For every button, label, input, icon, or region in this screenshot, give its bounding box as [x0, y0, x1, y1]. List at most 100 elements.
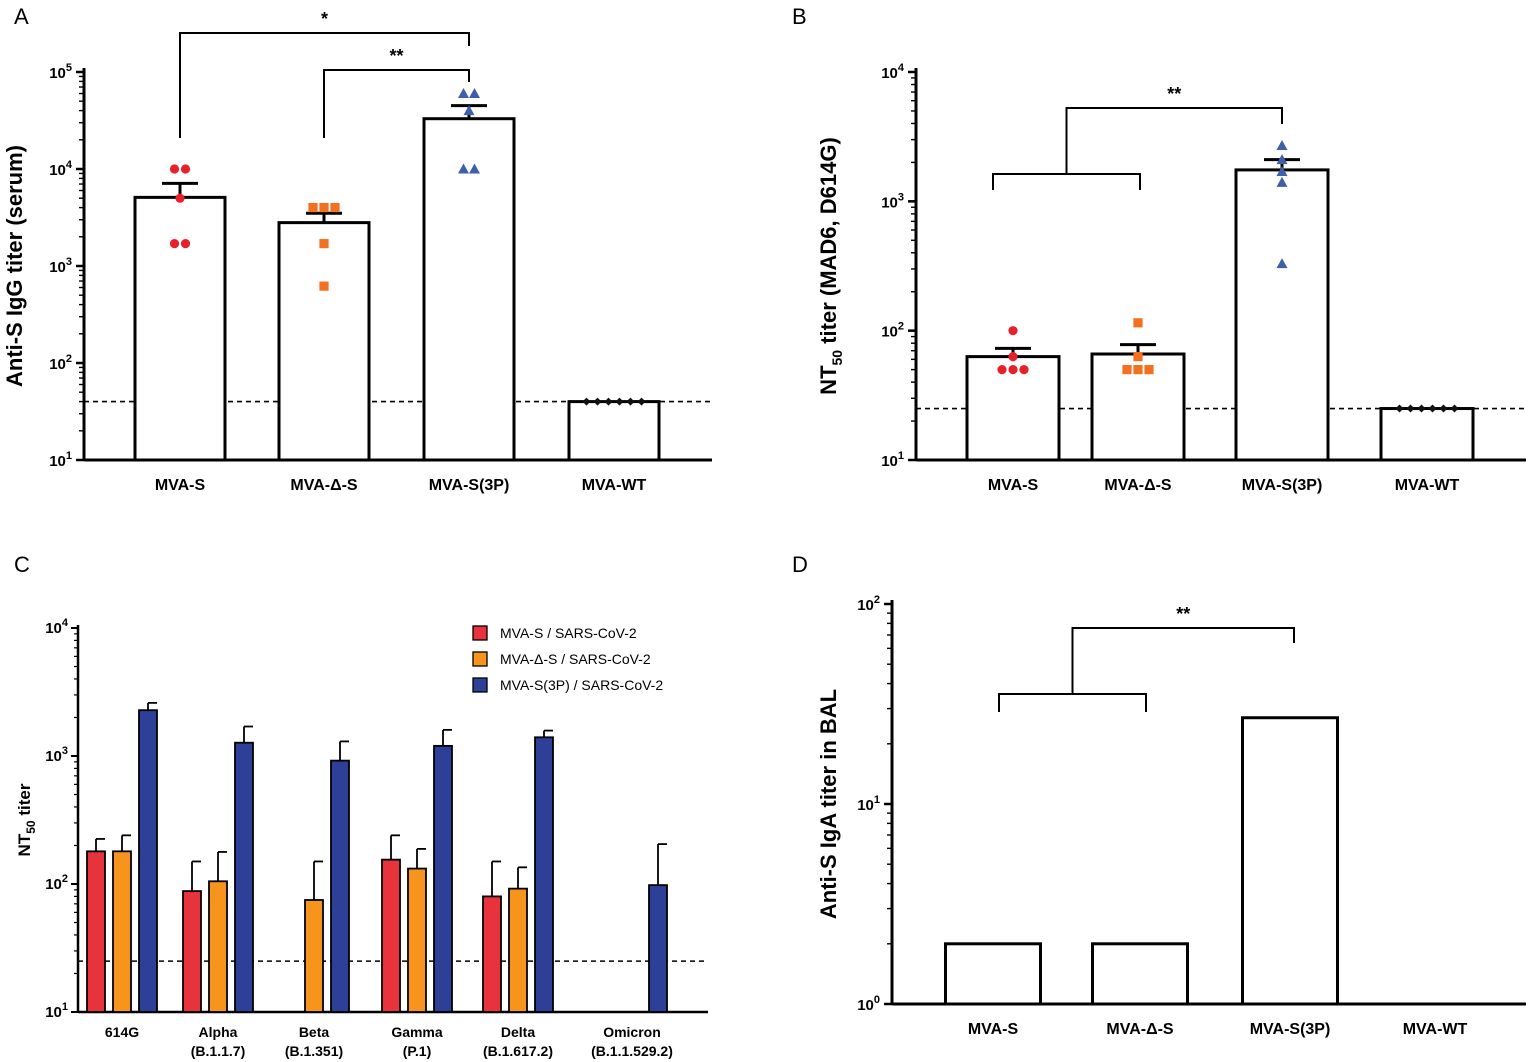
- bar: [422, 117, 516, 462]
- data-point: [180, 164, 191, 174]
- data-point: [1008, 326, 1018, 336]
- bar: [508, 887, 528, 1013]
- data-point: [330, 203, 340, 213]
- significance-bracket: [323, 69, 470, 138]
- data-point: [469, 163, 480, 174]
- data-point: [458, 163, 469, 174]
- y-axis-label: NT50 titer: [15, 783, 38, 856]
- bar: [1091, 942, 1189, 1006]
- y-tick-label: 103: [49, 256, 72, 276]
- significance-label: *: [321, 9, 328, 29]
- data-point: [1417, 404, 1426, 413]
- bar: [1234, 168, 1330, 462]
- data-point: [319, 239, 329, 249]
- x-category-label: MVA-S(3P): [429, 477, 510, 494]
- x-category-label: MVA-S: [155, 477, 206, 494]
- x-category-label: MVA-WT: [1395, 477, 1460, 494]
- bar: [433, 744, 453, 1013]
- legend-label: MVA-S(3P) / SARS-CoV-2: [500, 677, 663, 693]
- significance-bracket: [1065, 107, 1283, 174]
- data-point: [582, 397, 591, 406]
- data-point: [1450, 404, 1459, 413]
- x-category-label: MVA-Δ-S: [1104, 477, 1172, 494]
- legend-swatch: [472, 677, 488, 693]
- data-point: [469, 88, 480, 99]
- bar: [381, 858, 401, 1013]
- data-point: [1276, 140, 1288, 151]
- data-point: [319, 203, 329, 213]
- bar: [567, 400, 661, 462]
- x-category-label: MVA-S(3P): [1250, 1021, 1331, 1038]
- data-point: [1395, 404, 1404, 413]
- y-tick-label: 101: [857, 794, 880, 814]
- x-category-label: Alpha: [199, 1024, 238, 1040]
- data-point: [1276, 166, 1288, 177]
- y-tick-label: 104: [49, 159, 73, 179]
- bar: [304, 899, 324, 1013]
- data-point: [319, 281, 329, 291]
- legend-label: MVA-Δ-S / SARS-CoV-2: [500, 651, 651, 667]
- y-tick-label: 100: [857, 994, 880, 1014]
- panel-c: C 101 102 103 104 NT50 titer 614G Alpha (B.1.1.7…: [14, 552, 708, 1059]
- data-point: [180, 239, 191, 249]
- data-point: [1133, 352, 1143, 362]
- panel-letter: D: [792, 552, 808, 577]
- x-category-label: Beta: [299, 1024, 330, 1040]
- bar: [1379, 407, 1475, 462]
- data-point: [626, 397, 635, 406]
- x-category-label: MVA-WT: [582, 477, 647, 494]
- x-category-label: Omicron: [603, 1024, 661, 1040]
- bar: [277, 221, 371, 462]
- x-category-label: MVA-S: [968, 1021, 1019, 1038]
- significance-label: **: [389, 46, 403, 66]
- data-point: [637, 397, 646, 406]
- data-point: [593, 397, 602, 406]
- data-point: [1428, 404, 1437, 413]
- x-category-sublabel: (P.1): [403, 1043, 432, 1059]
- bar: [133, 195, 227, 462]
- bar: [482, 895, 502, 1013]
- x-category-sublabel: (B.1.1.529.2): [591, 1043, 673, 1059]
- x-category-label: Gamma: [391, 1024, 443, 1040]
- legend-swatch: [472, 625, 488, 641]
- data-point: [1276, 258, 1288, 269]
- data-point: [604, 397, 613, 406]
- bar: [407, 867, 427, 1013]
- data-point: [615, 397, 624, 406]
- panel-a: A 101 102 103 104 105 Anti-S IgG titer (serum)…: [2, 4, 712, 494]
- bar: [234, 741, 254, 1013]
- bar: [534, 736, 554, 1013]
- data-point: [458, 88, 469, 99]
- significance-bracket: [1071, 627, 1295, 694]
- x-category-sublabel: (B.1.1.7): [191, 1043, 245, 1059]
- y-tick-label: 102: [881, 321, 904, 341]
- y-tick-label: 103: [45, 745, 68, 765]
- data-point: [1276, 176, 1288, 187]
- legend-swatch: [472, 651, 488, 667]
- y-tick-label: 101: [49, 450, 72, 470]
- data-point: [308, 203, 318, 213]
- legend-label: MVA-S / SARS-CoV-2: [500, 625, 637, 641]
- significance-group-bracket: [992, 173, 1141, 190]
- data-point: [997, 364, 1007, 375]
- data-point: [1122, 364, 1132, 375]
- y-tick-label: 101: [45, 1001, 68, 1021]
- bar: [86, 850, 106, 1013]
- y-axis-label: NT50 titer (MAD6, D614G): [816, 137, 845, 395]
- data-point: [1406, 404, 1415, 413]
- bar: [944, 942, 1042, 1006]
- bar: [208, 880, 228, 1013]
- y-tick-label: 102: [857, 594, 880, 614]
- data-point: [175, 193, 185, 203]
- significance-group-bracket: [998, 693, 1147, 712]
- y-tick-label: 103: [881, 191, 904, 211]
- data-point: [1133, 318, 1143, 328]
- bar: [112, 850, 132, 1013]
- data-point: [1019, 364, 1029, 375]
- data-point: [1276, 154, 1288, 165]
- y-tick-label: 101: [881, 450, 904, 470]
- significance-label: **: [1167, 84, 1181, 104]
- data-point: [1008, 352, 1018, 362]
- bar: [330, 759, 350, 1013]
